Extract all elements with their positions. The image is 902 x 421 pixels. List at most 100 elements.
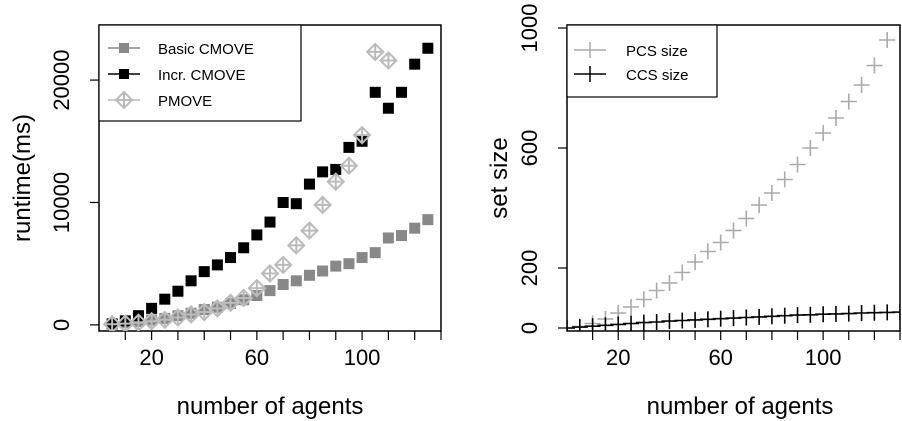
runtime-y-tick-label: 10000: [49, 172, 74, 233]
basic-cmove-point: [343, 258, 355, 270]
setsize-legend-box: [566, 24, 718, 98]
runtime-marks: [102, 42, 434, 331]
basic-cmove-point: [369, 247, 381, 259]
ccs-size-point: [623, 315, 640, 331]
pcs-size-point: [789, 156, 806, 173]
ccs-size-point: [610, 316, 627, 331]
pmove-point: [260, 264, 280, 283]
runtime-x-tick-label: 20: [139, 345, 163, 370]
incr-cmove-point: [251, 229, 263, 241]
basic-cmove-point: [330, 260, 342, 272]
pcs-size-point: [738, 210, 755, 227]
pmove-point: [300, 221, 319, 241]
setsize-series-group: [567, 32, 900, 331]
pmove-point: [207, 298, 227, 318]
runtime-y-tick-label: 20000: [49, 49, 74, 110]
pmove-point: [181, 305, 201, 324]
basic-cmove-point: [409, 222, 421, 234]
ccs-size-point: [567, 320, 575, 331]
setsize-y-tick-label: 200: [517, 250, 542, 287]
incr-cmove-point: [264, 216, 276, 228]
incr-cmove-point: [317, 166, 329, 178]
basic-cmove-point: [422, 214, 434, 226]
setsize-x-axis-title: number of agents: [647, 393, 834, 420]
pmove-point: [326, 172, 346, 192]
basic-cmove-point: [303, 269, 315, 281]
legend-basic-cmove-marker: [119, 43, 129, 53]
setsize-x-tick-label: 60: [708, 345, 732, 370]
setsize-y-axis-title: set size: [486, 137, 513, 218]
setsize-y-tick-label: 1000: [517, 4, 542, 53]
setsize-x-tick-label: 20: [606, 345, 630, 370]
pcs-size-point: [635, 291, 652, 308]
incr-cmove-point: [159, 293, 171, 305]
legend-incr-cmove-label: Incr. CMOVE: [158, 67, 246, 84]
incr-cmove-point: [303, 178, 315, 190]
pmove-point: [365, 42, 385, 62]
pmove-point: [234, 288, 254, 308]
pcs-size-point: [674, 264, 691, 281]
runtime-panel: 20 60 100 0 10000 20000 number of agents runt…: [9, 24, 442, 420]
pcs-size-point: [687, 254, 704, 270]
basic-cmove-point: [264, 285, 276, 297]
pmove-point: [168, 308, 188, 327]
setsize-y-tick-label: 600: [517, 130, 542, 167]
pcs-size-point: [840, 93, 857, 110]
pcs-size-point: [725, 222, 742, 239]
runtime-y-axis-title: runtime(ms): [9, 114, 36, 242]
basic-cmove-point: [277, 278, 289, 290]
incr-cmove-point: [382, 102, 394, 114]
pmove-point: [155, 310, 175, 330]
pcs-size-point: [815, 125, 832, 141]
pcs-size-point: [776, 171, 793, 188]
incr-cmove-point: [185, 275, 197, 287]
legend-pmove-marker: [114, 90, 134, 110]
incr-cmove-point: [172, 285, 184, 297]
incr-cmove-point: [146, 302, 158, 314]
pcs-size-point: [623, 299, 640, 315]
pcs-size-point: [751, 197, 768, 213]
setsize-x-tick-label: 100: [805, 345, 842, 370]
legend-pmove-label: PMOVE: [158, 93, 212, 110]
incr-cmove-point: [211, 259, 223, 271]
pcs-size-point: [866, 57, 883, 74]
pcs-size-point: [699, 243, 716, 260]
basic-cmove-point: [290, 275, 302, 287]
pmove-point: [221, 293, 240, 313]
pcs-size-point: [879, 32, 896, 48]
runtime-series-group: [102, 42, 434, 331]
runtime-legend: Basic CMOVE Incr. CMOVE PMOVE: [98, 24, 302, 122]
basic-cmove-point: [382, 232, 394, 244]
incr-cmove-point: [343, 141, 355, 153]
pcs-size-point: [827, 110, 844, 126]
ccs-size-point: [597, 317, 614, 331]
ccs-size-point: [571, 319, 588, 331]
pcs-size-point: [763, 185, 780, 201]
legend-ccs-label: CCS size: [626, 67, 689, 84]
runtime-legend-box: [98, 24, 302, 122]
pmove-point: [378, 51, 398, 70]
pmove-point: [313, 195, 333, 215]
incr-cmove-point: [238, 242, 250, 254]
pcs-size-point: [853, 77, 870, 93]
pmove-point: [273, 255, 293, 275]
pcs-size-point: [712, 234, 729, 251]
incr-cmove-point: [290, 198, 302, 210]
incr-cmove-point: [422, 42, 434, 54]
setsize-y-tick-label: 0: [517, 322, 542, 334]
ccs-size-point: [892, 304, 900, 321]
ccs-size-point: [584, 318, 601, 331]
incr-cmove-point: [396, 86, 408, 98]
setsize-marks: [567, 32, 900, 331]
basic-cmove-point: [356, 252, 368, 264]
pcs-size-point: [661, 275, 678, 291]
pmove-point: [194, 302, 214, 322]
pmove-point: [286, 235, 306, 255]
pcs-size-point: [802, 140, 819, 156]
legend-pcs-label: PCS size: [626, 43, 688, 60]
incr-cmove-point: [330, 163, 342, 175]
runtime-x-tick-label: 60: [245, 345, 269, 370]
